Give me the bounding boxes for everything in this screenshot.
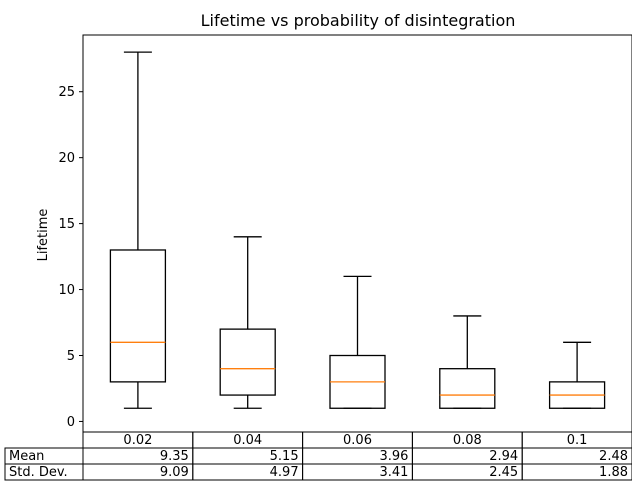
col-header-label: 0.04 <box>233 433 262 448</box>
table-value: 1.88 <box>599 465 628 480</box>
box-0.02 <box>109 51 167 409</box>
table-value: 9.09 <box>160 465 189 480</box>
y-tick-label: 20 <box>58 151 75 166</box>
col-header-label: 0.1 <box>567 433 588 448</box>
col-header-label: 0.06 <box>343 433 372 448</box>
col-header-label: 0.08 <box>453 433 482 448</box>
box-0.06 <box>329 275 386 409</box>
box-series <box>109 51 606 409</box>
table-cell <box>521 463 632 481</box>
y-tick-label: 0 <box>67 415 75 430</box>
table-value: 2.45 <box>489 465 518 480</box>
y-tick-label: 5 <box>67 349 75 364</box>
box-0.1 <box>548 341 606 409</box>
chart-title: Lifetime vs probability of disintegratio… <box>201 11 516 30</box>
table-value: 5.15 <box>270 449 299 464</box>
y-axis: 0 5 10 15 20 25 <box>58 85 83 430</box>
row-label: Mean <box>9 449 44 464</box>
y-axis-label: Lifetime <box>36 209 51 262</box>
iqr-box <box>219 328 276 396</box>
y-tick-label: 25 <box>58 85 75 100</box>
iqr-box <box>439 368 496 409</box>
table-value: 3.41 <box>379 465 408 480</box>
table-value: 9.35 <box>160 449 189 464</box>
table-value: 2.48 <box>599 449 628 464</box>
y-tick-label: 10 <box>58 283 75 298</box>
box-0.04 <box>219 236 276 409</box>
col-header-label: 0.02 <box>123 433 152 448</box>
table-value: 3.96 <box>379 449 408 464</box>
row-label: Std. Dev. <box>9 465 68 480</box>
table-value: 4.97 <box>270 465 299 480</box>
box-0.08 <box>439 315 496 409</box>
iqr-box <box>109 249 167 383</box>
y-tick-label: 15 <box>58 217 75 232</box>
table-value: 2.94 <box>489 449 518 464</box>
